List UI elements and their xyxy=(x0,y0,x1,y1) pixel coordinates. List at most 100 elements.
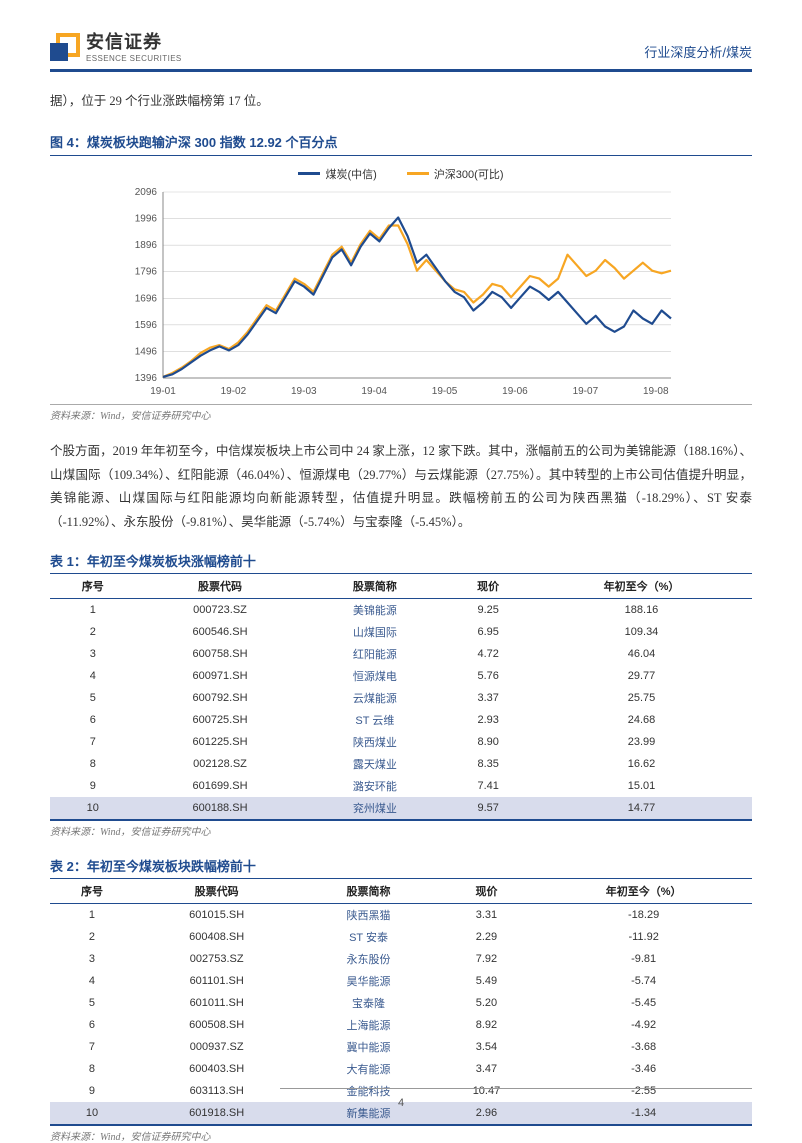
table-cell: 6 xyxy=(50,709,136,731)
figure4-title-text: 煤炭板块跑输沪深 300 指数 12.92 个百分点 xyxy=(87,135,338,150)
table-cell: 8.90 xyxy=(445,731,531,753)
table-cell: 600971.SH xyxy=(136,665,305,687)
table-cell: 兖州煤业 xyxy=(304,797,445,820)
svg-text:1496: 1496 xyxy=(135,346,158,357)
table-cell: 恒源煤电 xyxy=(304,665,445,687)
svg-text:19-08: 19-08 xyxy=(643,386,669,397)
table-cell: 7 xyxy=(50,731,136,753)
figure4-chart: 煤炭(中信) 沪深300(可比) 13961496159616961796189… xyxy=(50,155,752,405)
svg-text:1996: 1996 xyxy=(135,213,158,224)
table-cell: 昊华能源 xyxy=(299,970,437,992)
table-cell: -5.45 xyxy=(535,992,752,1014)
table-cell: 601699.SH xyxy=(136,775,305,797)
table-cell: 000937.SZ xyxy=(134,1036,300,1058)
table-cell: 15.01 xyxy=(531,775,752,797)
brand-text: 安信证券 ESSENCE SECURITIES xyxy=(86,28,182,63)
table-cell: 陕西黑猫 xyxy=(299,903,437,926)
table-header-cell: 现价 xyxy=(445,573,531,598)
table-cell: 188.16 xyxy=(531,598,752,621)
table-header-cell: 年初至今（%） xyxy=(531,573,752,598)
table-row: 4601101.SH昊华能源5.49-5.74 xyxy=(50,970,752,992)
table-cell: 000723.SZ xyxy=(136,598,305,621)
table-cell: 红阳能源 xyxy=(304,643,445,665)
figure4-title: 图 4：煤炭板块跑输沪深 300 指数 12.92 个百分点 xyxy=(50,132,752,151)
table-row: 3002753.SZ永东股份7.92-9.81 xyxy=(50,948,752,970)
page-number: 4 xyxy=(0,1097,802,1109)
table-cell: 3 xyxy=(50,948,134,970)
table-cell: 6 xyxy=(50,1014,134,1036)
table-cell: 2 xyxy=(50,621,136,643)
table-cell: 16.62 xyxy=(531,753,752,775)
table-header-cell: 年初至今（%） xyxy=(535,878,752,903)
table-cell: 29.77 xyxy=(531,665,752,687)
table-row: 7000937.SZ冀中能源3.54-3.68 xyxy=(50,1036,752,1058)
logo-mark-icon xyxy=(50,33,80,63)
table1: 序号股票代码股票简称现价年初至今（%）1000723.SZ美锦能源9.25188… xyxy=(50,573,752,821)
table-cell: 3 xyxy=(50,643,136,665)
table-cell: 14.77 xyxy=(531,797,752,820)
table-row: 2600408.SHST 安泰2.29-11.92 xyxy=(50,926,752,948)
table-cell: 4.72 xyxy=(445,643,531,665)
legend-label: 沪深300(可比) xyxy=(434,166,504,182)
table-cell: 上海能源 xyxy=(299,1014,437,1036)
table-cell: 3.31 xyxy=(438,903,536,926)
table-cell: 601225.SH xyxy=(136,731,305,753)
table-cell: 5.49 xyxy=(438,970,536,992)
table-cell: -5.74 xyxy=(535,970,752,992)
table-cell: 600546.SH xyxy=(136,621,305,643)
table-cell: ST 安泰 xyxy=(299,926,437,948)
intro-text: 据），位于 29 个行业涨跌幅榜第 17 位。 xyxy=(50,90,752,114)
brand-name-en: ESSENCE SECURITIES xyxy=(86,54,182,63)
table-row: 8002128.SZ露天煤业8.3516.62 xyxy=(50,753,752,775)
table-cell: 601101.SH xyxy=(134,970,300,992)
table-cell: 4 xyxy=(50,970,134,992)
table-cell: -18.29 xyxy=(535,903,752,926)
table-cell: -3.46 xyxy=(535,1058,752,1080)
table-cell: ST 云维 xyxy=(304,709,445,731)
table-cell: 8.35 xyxy=(445,753,531,775)
table-cell: 10 xyxy=(50,797,136,820)
table2-caption: 资料来源：Wind，安信证券研究中心 xyxy=(50,1128,752,1143)
table-cell: 3.54 xyxy=(438,1036,536,1058)
table-row: 2600546.SH山煤国际6.95109.34 xyxy=(50,621,752,643)
table-cell: 600403.SH xyxy=(134,1058,300,1080)
svg-text:1696: 1696 xyxy=(135,293,158,304)
table-cell: 7 xyxy=(50,1036,134,1058)
brand-name-cn: 安信证券 xyxy=(86,28,182,54)
svg-text:1596: 1596 xyxy=(135,320,158,331)
table-cell: 8.92 xyxy=(438,1014,536,1036)
legend-swatch-icon xyxy=(298,172,320,175)
table-cell: 46.04 xyxy=(531,643,752,665)
footer-divider xyxy=(280,1088,752,1089)
table-row: 6600725.SHST 云维2.9324.68 xyxy=(50,709,752,731)
brand-logo: 安信证券 ESSENCE SECURITIES xyxy=(50,28,182,63)
table-cell: 美锦能源 xyxy=(304,598,445,621)
svg-text:19-05: 19-05 xyxy=(432,386,458,397)
table-header-cell: 股票代码 xyxy=(134,878,300,903)
table-cell: 600725.SH xyxy=(136,709,305,731)
table-row: 9601699.SH潞安环能7.4115.01 xyxy=(50,775,752,797)
legend-label: 煤炭(中信) xyxy=(325,166,376,182)
table-cell: -3.68 xyxy=(535,1036,752,1058)
svg-text:2096: 2096 xyxy=(135,188,158,198)
table-cell: 山煤国际 xyxy=(304,621,445,643)
table-row: 3600758.SH红阳能源4.7246.04 xyxy=(50,643,752,665)
table-header-cell: 股票简称 xyxy=(304,573,445,598)
table-cell: 7.41 xyxy=(445,775,531,797)
table-row: 4600971.SH恒源煤电5.7629.77 xyxy=(50,665,752,687)
table-cell: -4.92 xyxy=(535,1014,752,1036)
table-cell: 601015.SH xyxy=(134,903,300,926)
figure4-caption: 资料来源：Wind，安信证券研究中心 xyxy=(50,407,752,422)
table-header-cell: 序号 xyxy=(50,878,134,903)
table-header-cell: 股票代码 xyxy=(136,573,305,598)
table-cell: 8 xyxy=(50,753,136,775)
table-cell: 5.76 xyxy=(445,665,531,687)
table-cell: 5 xyxy=(50,687,136,709)
table-cell: 露天煤业 xyxy=(304,753,445,775)
table-row: 1000723.SZ美锦能源9.25188.16 xyxy=(50,598,752,621)
table1-title: 表 1：年初至今煤炭板块涨幅榜前十 xyxy=(50,551,752,570)
table-cell: 2.93 xyxy=(445,709,531,731)
table-cell: 永东股份 xyxy=(299,948,437,970)
table-cell: -11.92 xyxy=(535,926,752,948)
table-header-cell: 股票简称 xyxy=(299,878,437,903)
